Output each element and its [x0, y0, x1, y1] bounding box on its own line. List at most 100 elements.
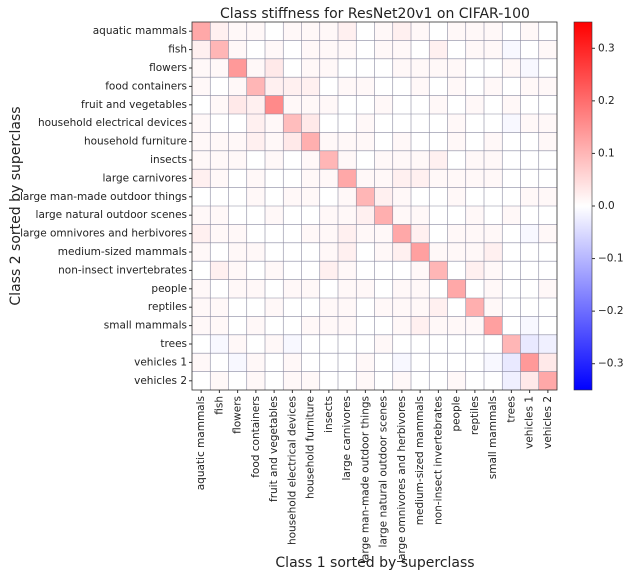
- heatmap-cell: [392, 77, 412, 96]
- heatmap-cell: [484, 40, 503, 60]
- heatmap-cell: [392, 40, 412, 60]
- heatmap-cell: [502, 242, 521, 262]
- heatmap-cell: [192, 169, 211, 188]
- heatmap-cell: [374, 187, 394, 207]
- heatmap-cell: [192, 150, 211, 170]
- heatmap-cell: [392, 206, 412, 225]
- heatmap-cell: [338, 58, 357, 78]
- heatmap-cell: [447, 187, 467, 207]
- heatmap-cell: [411, 261, 430, 280]
- heatmap-cell: [465, 316, 485, 336]
- colorbar-tick-label: −0.2: [598, 305, 624, 317]
- heatmap-cell: [502, 261, 521, 280]
- heatmap-cell: [246, 169, 266, 188]
- heatmap-cell: [484, 261, 503, 280]
- heatmap-cell: [228, 40, 248, 60]
- heatmap-cell: [356, 334, 375, 354]
- heatmap-cell: [484, 316, 503, 336]
- heatmap-cell: [356, 22, 375, 41]
- heatmap-cell: [338, 353, 357, 372]
- heatmap-cell: [228, 114, 248, 133]
- heatmap-cell: [210, 224, 229, 244]
- heatmap-cell: [228, 187, 248, 207]
- heatmap-cell: [392, 187, 412, 207]
- heatmap-cell: [465, 298, 485, 317]
- heatmap-cell: [538, 169, 558, 188]
- heatmap-cell: [465, 95, 485, 115]
- heatmap-cell: [538, 206, 558, 225]
- x-tick-label: flowers: [232, 396, 244, 434]
- heatmap-cell: [228, 206, 248, 225]
- heatmap-cell: [392, 150, 412, 170]
- y-tick-label: large man-made outdoor things: [20, 191, 187, 203]
- heatmap-cell: [411, 334, 430, 354]
- heatmap-cell: [465, 40, 485, 60]
- heatmap-cell: [319, 371, 339, 391]
- heatmap-cell: [192, 279, 211, 299]
- heatmap-cell: [338, 132, 357, 152]
- heatmap-cell: [210, 22, 229, 41]
- y-tick-label: non-insect invertebrates: [58, 264, 187, 276]
- heatmap-cell: [192, 77, 211, 96]
- heatmap-cell: [301, 114, 321, 133]
- heatmap-cell: [429, 95, 448, 115]
- heatmap-cell: [392, 279, 412, 299]
- heatmap-cell: [319, 353, 339, 372]
- heatmap-cell: [429, 261, 448, 280]
- heatmap-cell: [447, 279, 467, 299]
- x-tick-label: household electrical devices: [286, 396, 298, 545]
- heatmap-cell: [374, 206, 394, 225]
- heatmap-cell: [228, 132, 248, 152]
- heatmap-cell: [210, 279, 229, 299]
- x-tick-label: large carnivores: [341, 396, 353, 481]
- heatmap-cell: [465, 279, 485, 299]
- heatmap-cell: [265, 22, 284, 41]
- heatmap-cell: [338, 22, 357, 41]
- heatmap-cell: [210, 77, 229, 96]
- x-tick-label: fruit and vegetables: [268, 396, 280, 502]
- heatmap-cell: [319, 22, 339, 41]
- heatmap-cell: [228, 242, 248, 262]
- heatmap-cell: [192, 22, 211, 41]
- heatmap-cell: [429, 22, 448, 41]
- plot-frame: [191, 21, 558, 391]
- heatmap-cell: [447, 316, 467, 336]
- heatmap-cell: [338, 95, 357, 115]
- heatmap-cell: [484, 77, 503, 96]
- heatmap-cell: [502, 316, 521, 336]
- heatmap-cell: [502, 334, 521, 354]
- heatmap-cell: [356, 206, 375, 225]
- heatmap-cell: [520, 114, 540, 133]
- heatmap-cell: [283, 40, 302, 60]
- heatmap-cell: [319, 316, 339, 336]
- heatmap-cell: [411, 77, 430, 96]
- heatmap-cell: [246, 95, 266, 115]
- heatmap-cell: [338, 224, 357, 244]
- heatmap-cell: [374, 371, 394, 391]
- heatmap-cell: [447, 95, 467, 115]
- heatmap-cell: [502, 224, 521, 244]
- heatmap-cell: [447, 353, 467, 372]
- heatmap-cell: [265, 298, 284, 317]
- x-tick-label: reptiles: [469, 396, 481, 435]
- heatmap-cell: [429, 242, 448, 262]
- y-axis-label: Class 2 sorted by superclass: [8, 106, 24, 305]
- heatmap-cell: [246, 261, 266, 280]
- heatmap-cell: [283, 22, 302, 41]
- heatmap-cell: [484, 224, 503, 244]
- heatmap-cell: [392, 316, 412, 336]
- heatmap-cell: [484, 169, 503, 188]
- heatmap-cell: [538, 224, 558, 244]
- heatmap-cell: [265, 242, 284, 262]
- heatmap-cell: [520, 279, 540, 299]
- heatmap-cell: [301, 22, 321, 41]
- heatmap-cell: [392, 242, 412, 262]
- heatmap-cell: [374, 114, 394, 133]
- heatmap-cell: [538, 316, 558, 336]
- heatmap-cell: [465, 58, 485, 78]
- heatmap-cell: [374, 169, 394, 188]
- heatmap-cell: [319, 224, 339, 244]
- heatmap-cell: [319, 298, 339, 317]
- heatmap-cell: [319, 334, 339, 354]
- y-tick-label: trees: [160, 338, 187, 350]
